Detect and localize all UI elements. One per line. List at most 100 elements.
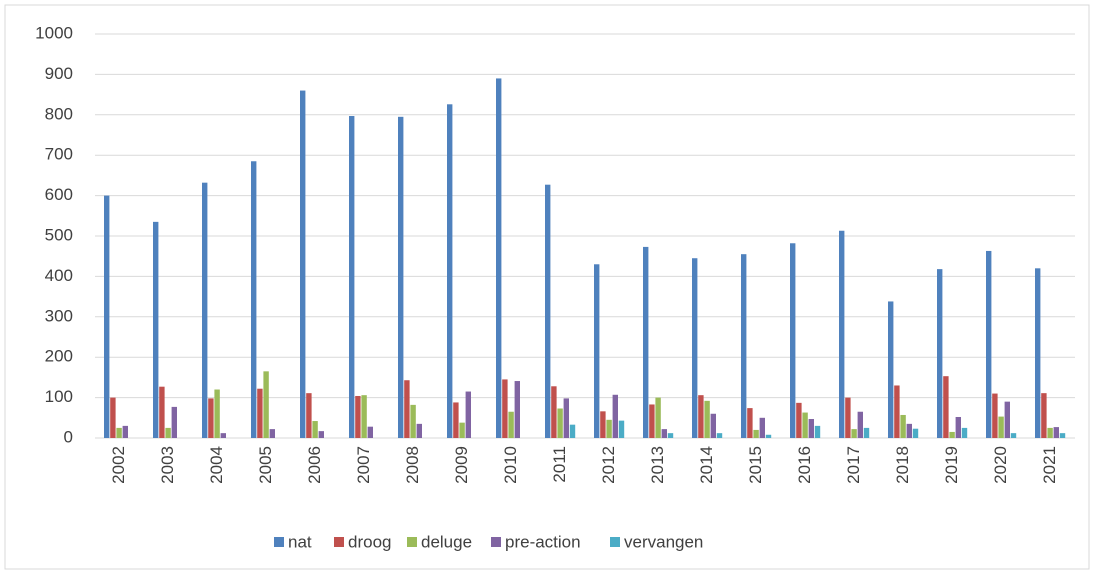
bar (857, 411, 863, 438)
bar (839, 230, 845, 438)
bar (165, 427, 171, 438)
bar (551, 386, 557, 438)
bar (557, 408, 563, 438)
y-tick-label: 100 (45, 387, 73, 406)
bar (612, 394, 618, 438)
bar (900, 414, 906, 438)
bar (888, 301, 894, 438)
bar (949, 431, 955, 438)
x-tick-label: 2002 (109, 446, 128, 484)
bar (563, 398, 569, 438)
bar (300, 90, 306, 438)
bar (1059, 433, 1066, 438)
y-tick-label: 900 (45, 64, 73, 83)
x-tick-label: 2013 (648, 446, 667, 484)
x-tick-label: 2003 (158, 446, 177, 484)
bar (263, 371, 269, 438)
bar (545, 184, 551, 438)
bar (110, 397, 116, 438)
x-tick-label: 2014 (697, 446, 716, 484)
bar (312, 421, 318, 438)
legend-swatch (491, 537, 501, 547)
bar (814, 425, 821, 438)
bar (600, 411, 606, 438)
bar (716, 433, 723, 438)
y-tick-label: 1000 (35, 23, 73, 42)
bar (943, 376, 949, 438)
bar (759, 417, 765, 438)
bar (661, 429, 667, 438)
bar (710, 413, 716, 438)
legend-swatch (334, 537, 344, 547)
x-tick-label: 2004 (207, 446, 226, 484)
bar (1053, 427, 1059, 438)
bar (955, 416, 961, 438)
y-tick-label: 200 (45, 347, 73, 366)
bar (502, 379, 508, 438)
x-tick-label: 2018 (893, 446, 912, 484)
bar (508, 411, 514, 438)
bar (937, 269, 943, 438)
bar (906, 423, 912, 438)
legend-label: pre-action (505, 532, 581, 551)
y-tick-label: 300 (45, 306, 73, 325)
bar (171, 406, 177, 438)
bar (594, 264, 600, 438)
bar (912, 428, 919, 438)
bar (496, 78, 502, 438)
legend-label: droog (348, 532, 391, 551)
bar (765, 434, 772, 438)
bar (514, 381, 520, 438)
bar (410, 404, 416, 438)
bar (894, 385, 900, 438)
bar (459, 422, 465, 438)
y-tick-label: 0 (64, 427, 73, 446)
bar (220, 433, 226, 438)
x-tick-label: 2021 (1040, 446, 1059, 484)
bar (649, 404, 655, 438)
bar (796, 402, 802, 438)
bar (465, 391, 471, 438)
bar (404, 380, 410, 438)
bar (643, 246, 649, 438)
bar (202, 182, 208, 438)
x-tick-label: 2015 (746, 446, 765, 484)
bar (398, 116, 404, 438)
bar (1047, 427, 1053, 438)
bar (122, 425, 128, 438)
x-tick-label: 2020 (991, 446, 1010, 484)
bar (251, 161, 257, 438)
x-tick-label: 2019 (942, 446, 961, 484)
legend-label: vervangen (624, 532, 703, 551)
bar (618, 420, 625, 438)
x-tick-label: 2011 (550, 446, 569, 483)
bar (208, 398, 214, 438)
bar (1004, 401, 1010, 438)
bar (851, 429, 857, 438)
bar (214, 389, 220, 438)
y-tick-label: 800 (45, 104, 73, 123)
bar (153, 221, 159, 438)
bar (606, 419, 612, 438)
bar (741, 254, 747, 438)
bar (863, 427, 870, 438)
bar (998, 416, 1004, 438)
x-tick-label: 2017 (844, 446, 863, 484)
x-tick-label: 2010 (501, 446, 520, 484)
bar (753, 429, 759, 438)
bar (257, 388, 263, 438)
bar (306, 393, 312, 438)
x-tick-label: 2012 (599, 446, 618, 484)
y-tick-label: 500 (45, 225, 73, 244)
x-tick-label: 2005 (256, 446, 275, 484)
bar (790, 243, 796, 438)
bar (269, 429, 275, 438)
x-tick-label: 2009 (452, 446, 471, 484)
bar (349, 116, 355, 439)
bar (1035, 268, 1041, 438)
bar (318, 431, 324, 438)
bar (747, 408, 753, 438)
legend-swatch (274, 537, 284, 547)
bar (1010, 433, 1017, 438)
bar (355, 395, 361, 438)
